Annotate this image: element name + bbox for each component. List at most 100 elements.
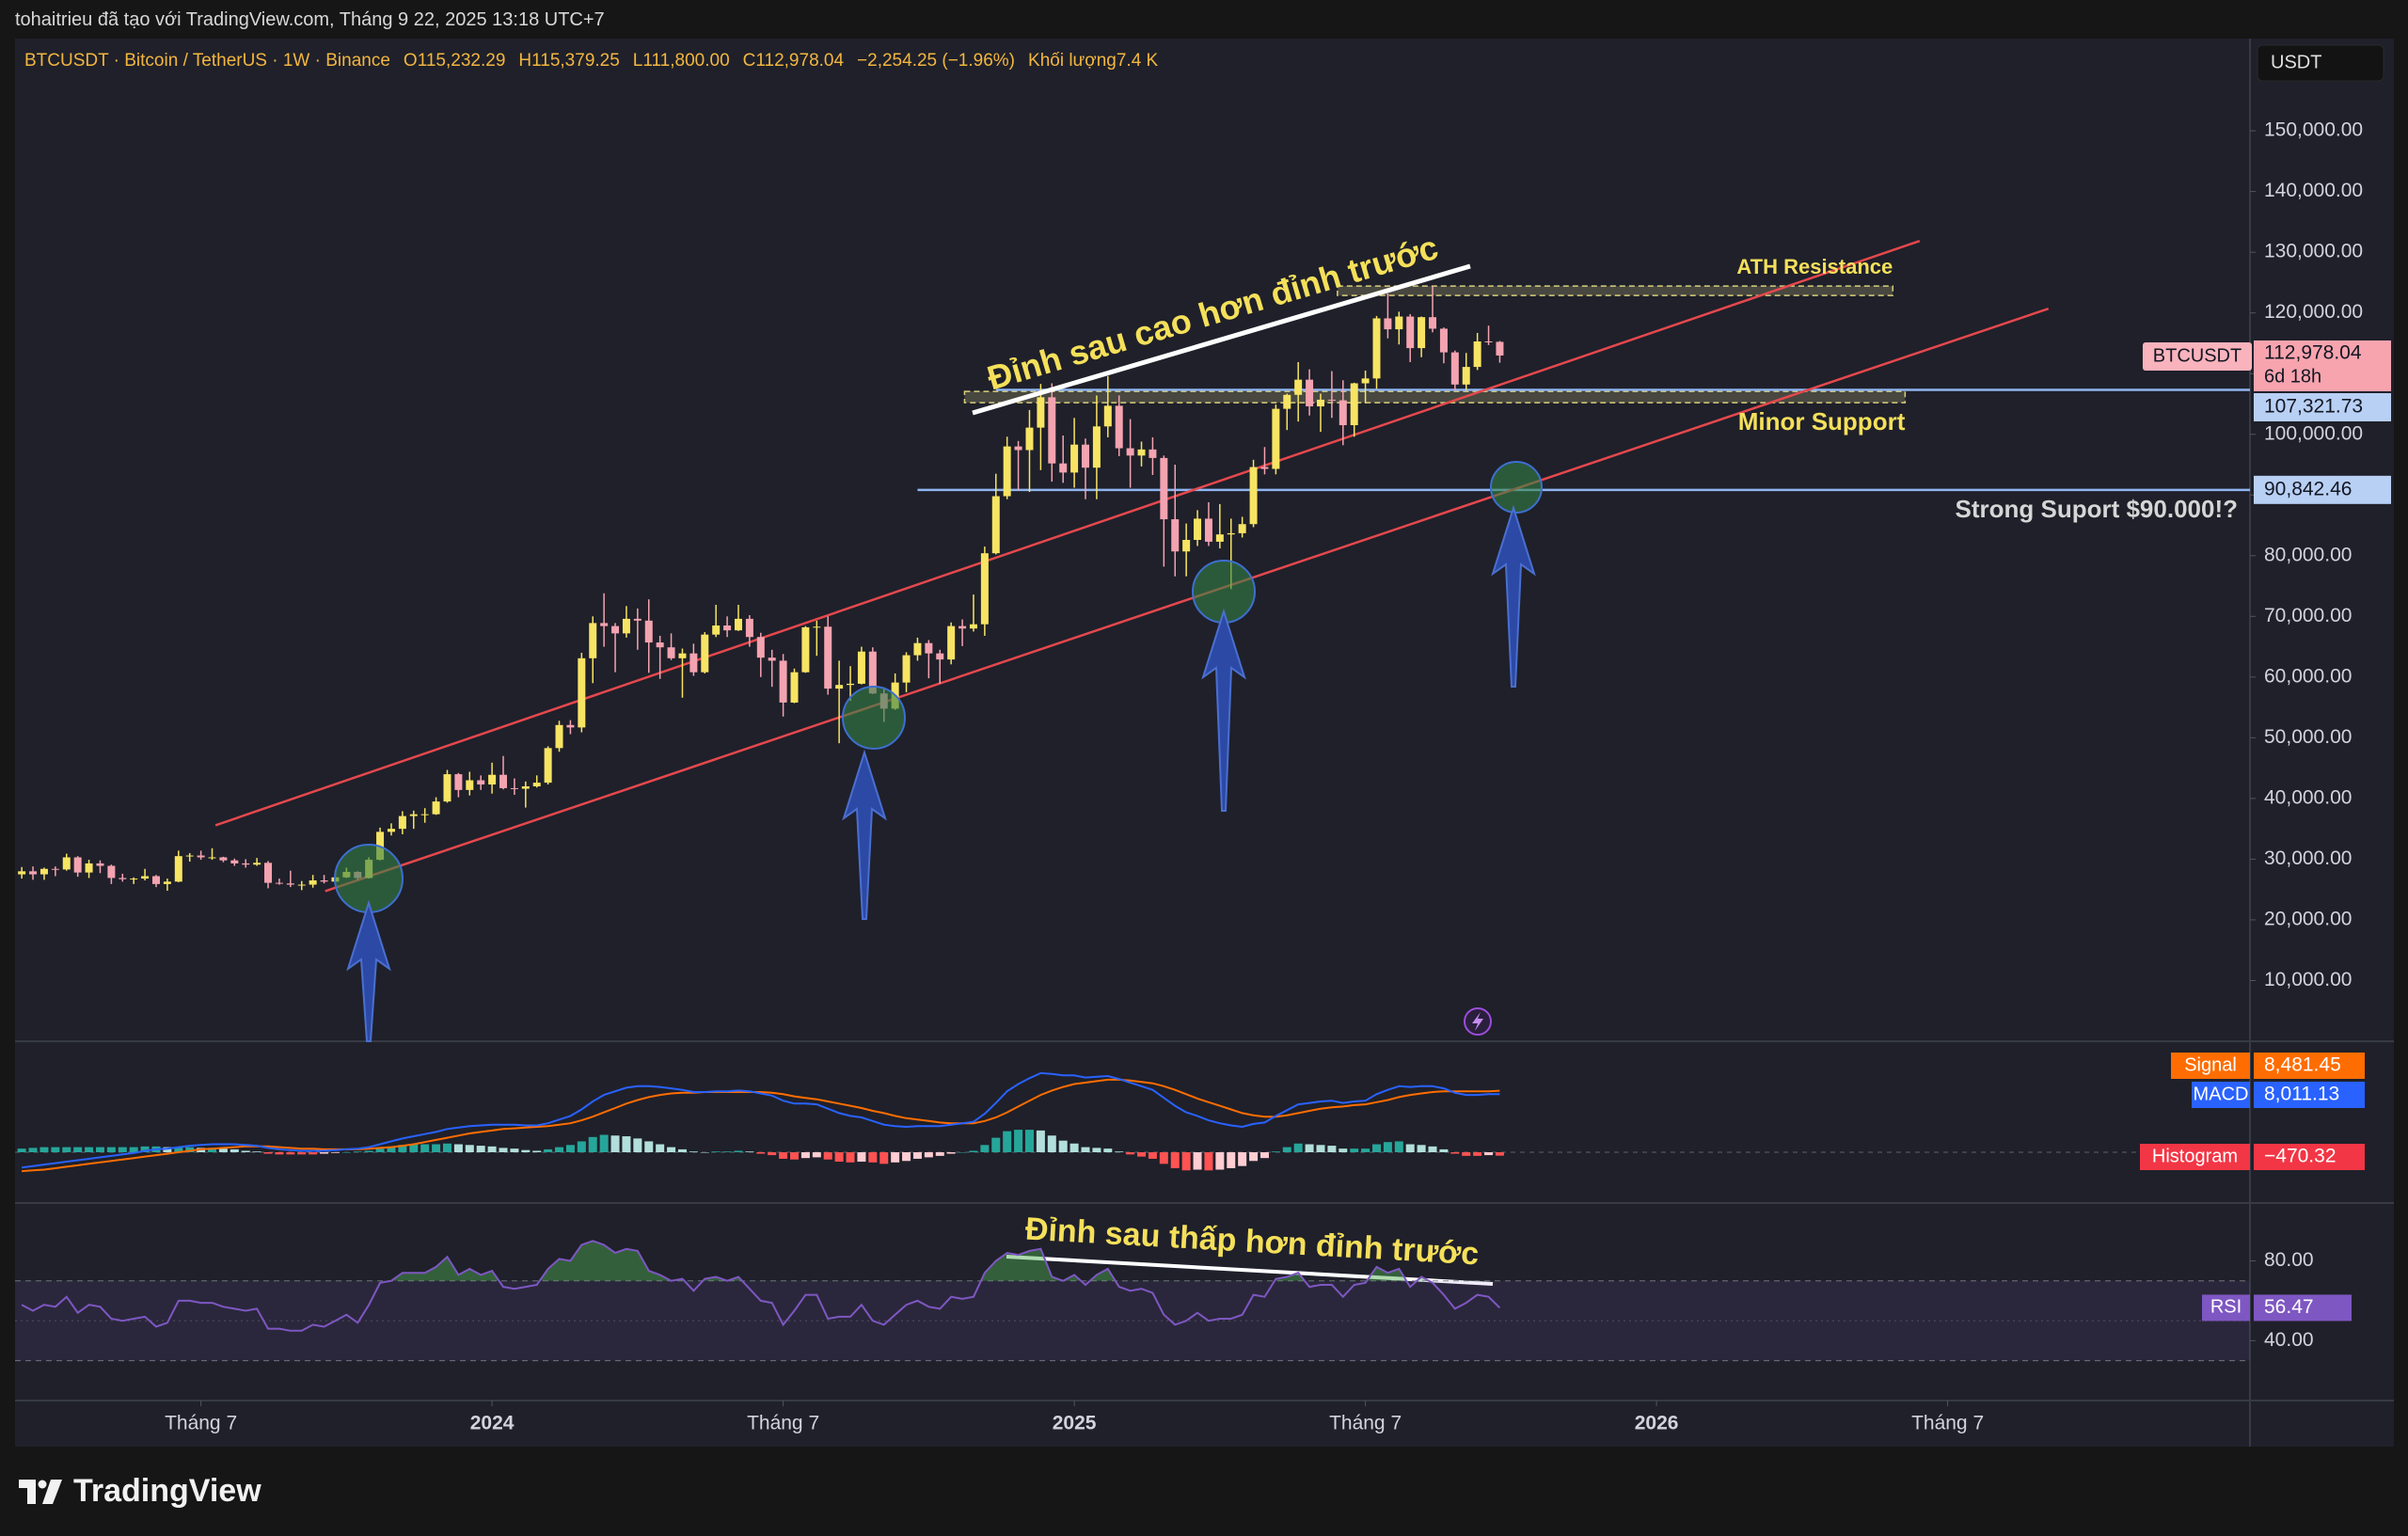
histogram-bar (756, 1152, 766, 1154)
candle-body (398, 816, 406, 830)
candle-body (678, 653, 687, 658)
candle-body (185, 855, 194, 857)
histogram-bar (442, 1143, 452, 1153)
candle-body (925, 642, 933, 654)
candle-body (1171, 519, 1180, 552)
candle-body (756, 637, 765, 658)
candle-body (174, 856, 182, 882)
histogram-bar (1383, 1142, 1392, 1153)
candle-body (644, 620, 653, 643)
histogram-bar (375, 1148, 385, 1153)
candle-body (689, 653, 698, 673)
candle-body (1037, 397, 1045, 428)
candle-body (936, 653, 944, 660)
symbol-line: BTCUSDT · Bitcoin / TetherUS · 1W · Bina… (24, 51, 390, 71)
histogram-bar (622, 1136, 631, 1153)
histogram-bar (353, 1151, 362, 1153)
histogram-bar (656, 1144, 665, 1153)
candle-body (119, 878, 127, 879)
zone-label: Minor Support (1738, 407, 1906, 435)
candle-body (1406, 316, 1415, 349)
candle-body (958, 625, 967, 629)
candle-body (1361, 378, 1370, 384)
ohlc-volume: Khối lượng7.4 K (1028, 51, 1159, 71)
candle-body (62, 857, 71, 870)
candle-body (242, 863, 250, 865)
candle-body (1418, 317, 1426, 349)
y-tick-label: 40,000.00 (2264, 786, 2352, 808)
histogram-bar (1227, 1152, 1236, 1168)
histogram-bar (1339, 1148, 1348, 1153)
logo-icon (19, 1479, 62, 1504)
candle-body (51, 868, 59, 870)
ohlc-open: O115,232.29 (403, 51, 506, 71)
histogram-bar (398, 1145, 407, 1153)
candle-body (980, 553, 989, 625)
rsi-line (21, 1240, 1501, 1332)
y-tick-label: 10,000.00 (2264, 969, 2352, 990)
histogram-bar (1259, 1152, 1269, 1159)
candle-body (913, 642, 922, 656)
main-pane (18, 239, 2250, 893)
arrow (346, 899, 391, 1042)
histogram-bar (1148, 1152, 1157, 1159)
histogram-bar (1081, 1147, 1090, 1153)
histogram-bar (1450, 1152, 1460, 1154)
histogram-bar (499, 1148, 508, 1153)
candle-body (1496, 341, 1504, 356)
annotation-marks (334, 263, 1543, 1286)
histogram-bar (924, 1152, 933, 1158)
histogram-bar (1327, 1146, 1337, 1153)
zone-label: ATH Resistance (1736, 255, 1893, 278)
histogram-bar (1181, 1152, 1191, 1171)
histogram-bar (453, 1144, 463, 1153)
indicator-line (22, 1078, 1500, 1173)
histogram-bar (711, 1151, 721, 1153)
candle-body (578, 657, 586, 728)
candle-body (801, 626, 810, 673)
histogram-bar (1003, 1131, 1012, 1153)
histogram-bar (1428, 1146, 1437, 1153)
histogram-bar (297, 1152, 307, 1155)
histogram-bar (800, 1152, 810, 1159)
currency-button[interactable] (2257, 44, 2384, 82)
candle-body (813, 626, 821, 628)
candle-body (29, 871, 38, 875)
trend-line (325, 307, 2050, 893)
y-tick-label: 30,000.00 (2264, 847, 2352, 869)
legend-value: 8,481.45 (2264, 1054, 2341, 1076)
candle-body (868, 651, 877, 694)
candle-body (1092, 426, 1101, 468)
histogram-bar (85, 1147, 94, 1153)
candle-body (1306, 379, 1314, 407)
candle-body (701, 634, 709, 673)
histogram-bar (309, 1152, 318, 1155)
candle-body (208, 857, 216, 859)
candle-body (1126, 448, 1134, 456)
candle-body (835, 685, 844, 689)
histogram-bar (846, 1152, 855, 1163)
histogram-bar (1115, 1151, 1124, 1153)
histogram-bar (1058, 1140, 1068, 1153)
legend-name: Histogram (2152, 1146, 2238, 1166)
candle-body (163, 881, 171, 884)
candle-body (1238, 524, 1246, 533)
histogram-bar (252, 1151, 261, 1153)
candle-body (1372, 318, 1381, 379)
histogram-bar (1215, 1152, 1225, 1170)
histogram-bar (779, 1152, 788, 1159)
candle-body (1003, 446, 1011, 497)
histogram-bar (1484, 1152, 1494, 1156)
histogram-bar (734, 1150, 743, 1153)
histogram-bar (286, 1152, 295, 1155)
candle-body (1272, 408, 1280, 469)
histogram-bar (28, 1148, 38, 1153)
candle-body (611, 625, 620, 634)
candle-body (432, 801, 440, 815)
ohlc-change: −2,254.25 (−1.96%) (857, 51, 1016, 71)
candle-body (1339, 400, 1347, 426)
histogram-bar (140, 1146, 150, 1153)
y-tick-label: 140,000.00 (2264, 180, 2363, 201)
